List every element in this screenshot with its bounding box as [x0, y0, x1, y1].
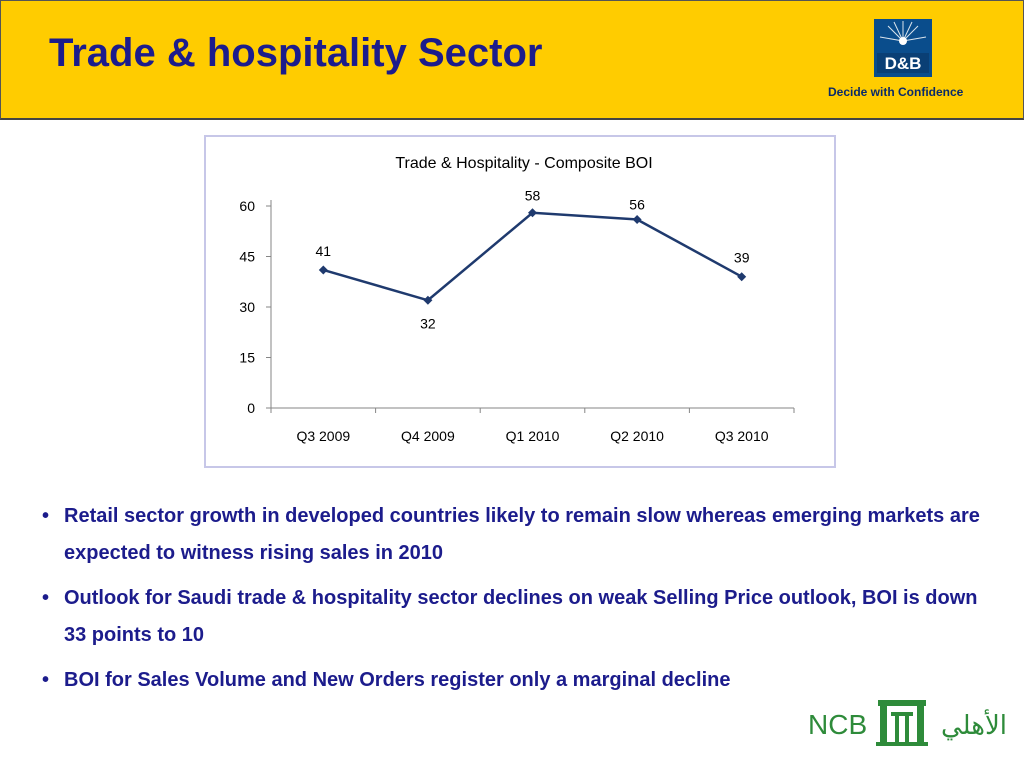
x-tick-label: Q3 2009: [296, 428, 350, 444]
chart-frame: Trade & Hospitality - Composite BOI 0 15 3…: [204, 135, 836, 468]
data-point: [528, 208, 537, 218]
bullet-item: • Outlook for Saudi trade & hospitality …: [42, 580, 982, 654]
bullet-dot: •: [42, 505, 50, 527]
data-point: [318, 265, 328, 275]
db-logo: D&B: [874, 19, 932, 77]
data-point: [737, 272, 747, 282]
db-logo-icon: D&B: [874, 19, 932, 77]
x-tick-label: Q1 2010: [506, 428, 560, 444]
line-chart: Trade & Hospitality - Composite BOI 0 15 3…: [239, 155, 795, 444]
data-point: [423, 295, 433, 305]
y-tick-label: 0: [247, 400, 255, 416]
bullet-list: • Retail sector growth in developed coun…: [42, 498, 982, 707]
header-banner: Trade & hospitality Sector D&B Decide wi…: [0, 0, 1024, 120]
y-tick-label: 45: [239, 249, 255, 265]
ncb-logo-icon: NCB الأهلي: [808, 700, 1007, 746]
bullet-text: Outlook for Saudi trade & hospitality se…: [64, 587, 978, 646]
bullet-dot: •: [42, 587, 50, 609]
bullet-item: • Retail sector growth in developed coun…: [42, 498, 982, 572]
db-tagline: Decide with Confidence: [828, 85, 964, 99]
bullet-item: • BOI for Sales Volume and New Orders re…: [42, 662, 982, 699]
series-line: [322, 211, 743, 302]
y-tick-label: 15: [239, 350, 255, 366]
chart-title: Trade & Hospitality - Composite BOI: [395, 155, 652, 172]
data-label: 56: [629, 196, 645, 212]
x-tick-label: Q4 2009: [401, 428, 455, 444]
data-label: 32: [420, 315, 436, 331]
ncb-logo: NCB الأهلي: [806, 696, 1014, 748]
bullet-text: BOI for Sales Volume and New Orders regi…: [64, 669, 731, 691]
data-label: 41: [316, 243, 332, 259]
page-title: Trade & hospitality Sector: [49, 31, 543, 75]
y-tick-label: 30: [239, 299, 255, 315]
data-point: [632, 214, 642, 224]
data-label: 39: [734, 250, 750, 266]
x-tick-label: Q2 2010: [610, 428, 664, 444]
data-label: 58: [525, 188, 541, 204]
ncb-logo-arabic: الأهلي: [941, 708, 1007, 741]
ncb-logo-latin: NCB: [808, 709, 867, 740]
bullet-dot: •: [42, 669, 50, 691]
db-logo-text: D&B: [885, 54, 922, 73]
x-tick-label: Q3 2010: [715, 428, 769, 444]
y-tick-label: 60: [239, 198, 255, 214]
bullet-text: Retail sector growth in developed countr…: [64, 505, 980, 564]
